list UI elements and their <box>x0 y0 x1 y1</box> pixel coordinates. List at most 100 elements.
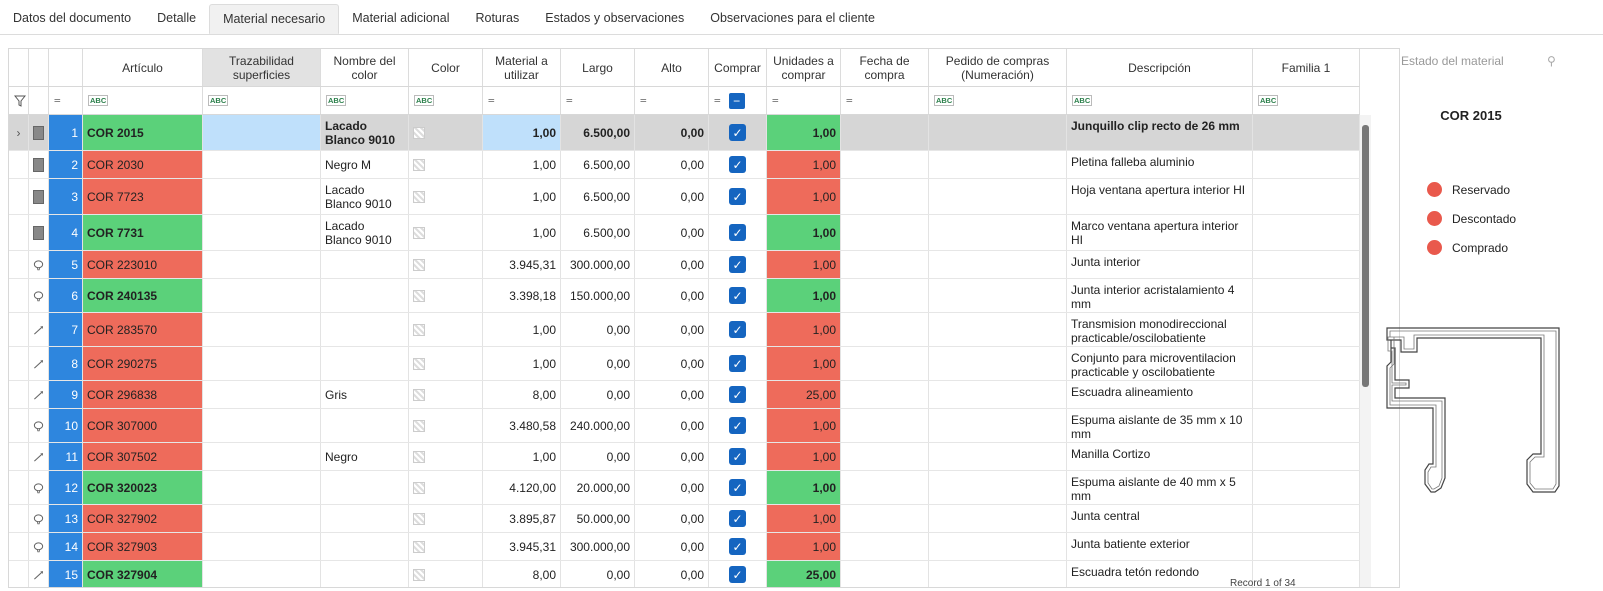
familia-cell[interactable] <box>1253 115 1360 150</box>
filter-fecha[interactable]: = <box>841 87 929 114</box>
filter-articulo[interactable]: ABC <box>83 87 203 114</box>
table-row[interactable]: 10 COR 307000 3.480,58 240.000,00 0,00 ✓ 1,00 E… <box>9 409 1360 443</box>
nombre-color-cell[interactable]: Negro <box>321 443 409 470</box>
articulo-cell[interactable]: COR 223010 <box>83 251 203 278</box>
comprar-checkbox[interactable]: ✓ <box>729 156 746 173</box>
pedido-cell[interactable] <box>929 561 1067 587</box>
filter-familia[interactable]: ABC <box>1253 87 1360 114</box>
chevron-right-icon[interactable]: › <box>16 125 21 140</box>
fecha-cell[interactable] <box>841 251 929 278</box>
header-articulo[interactable]: Artículo <box>83 49 203 86</box>
fecha-cell[interactable] <box>841 115 929 150</box>
table-row[interactable]: 14 COR 327903 3.945,31 300.000,00 0,00 ✓ 1,00 J… <box>9 533 1360 561</box>
unidades-cell[interactable]: 1,00 <box>767 151 841 178</box>
comprar-cell[interactable]: ✓ <box>709 471 767 504</box>
trazabilidad-cell[interactable] <box>203 279 321 312</box>
row-expander[interactable] <box>9 471 29 504</box>
familia-cell[interactable] <box>1253 313 1360 346</box>
filter-nombre-color[interactable]: ABC <box>321 87 409 114</box>
color-cell[interactable] <box>409 505 483 532</box>
unidades-cell[interactable]: 25,00 <box>767 561 841 587</box>
row-expander[interactable] <box>9 505 29 532</box>
trazabilidad-cell[interactable] <box>203 561 321 587</box>
header-alto[interactable]: Alto <box>635 49 709 86</box>
nombre-color-cell[interactable]: Lacado Blanco 9010 <box>321 215 409 250</box>
descripcion-cell[interactable]: Junta batiente exterior <box>1067 533 1253 560</box>
largo-cell[interactable]: 0,00 <box>561 381 635 408</box>
largo-cell[interactable]: 300.000,00 <box>561 533 635 560</box>
unidades-cell[interactable]: 1,00 <box>767 313 841 346</box>
comprar-cell[interactable]: ✓ <box>709 561 767 587</box>
filter-color[interactable]: ABC <box>409 87 483 114</box>
nombre-color-cell[interactable] <box>321 471 409 504</box>
comprar-cell[interactable]: ✓ <box>709 151 767 178</box>
alto-cell[interactable]: 0,00 <box>635 279 709 312</box>
material-cell[interactable]: 1,00 <box>483 215 561 250</box>
comprar-cell[interactable]: ✓ <box>709 179 767 214</box>
unidades-cell[interactable]: 1,00 <box>767 347 841 380</box>
filter-icon[interactable] <box>9 87 29 114</box>
pedido-cell[interactable] <box>929 151 1067 178</box>
nombre-color-cell[interactable] <box>321 347 409 380</box>
descripcion-cell[interactable]: Junta central <box>1067 505 1253 532</box>
table-row[interactable]: 15 COR 327904 8,00 0,00 0,00 ✓ 25,00 Escuadra t… <box>9 561 1360 587</box>
unidades-cell[interactable]: 1,00 <box>767 279 841 312</box>
row-expander[interactable] <box>9 561 29 587</box>
descripcion-cell[interactable]: Junta interior <box>1067 251 1253 278</box>
descripcion-cell[interactable]: Junquillo clip recto de 26 mm <box>1067 115 1253 150</box>
alto-cell[interactable]: 0,00 <box>635 443 709 470</box>
row-expander[interactable] <box>9 443 29 470</box>
material-cell[interactable]: 3.895,87 <box>483 505 561 532</box>
trazabilidad-cell[interactable] <box>203 443 321 470</box>
filter-material[interactable]: = <box>483 87 561 114</box>
fecha-cell[interactable] <box>841 471 929 504</box>
material-cell[interactable]: 3.945,31 <box>483 533 561 560</box>
comprar-checkbox[interactable]: ✓ <box>729 538 746 555</box>
familia-cell[interactable] <box>1253 381 1360 408</box>
color-cell[interactable] <box>409 561 483 587</box>
row-expander[interactable] <box>9 533 29 560</box>
pedido-cell[interactable] <box>929 313 1067 346</box>
familia-cell[interactable] <box>1253 151 1360 178</box>
scrollbar-thumb[interactable] <box>1362 125 1369 387</box>
articulo-cell[interactable]: COR 307000 <box>83 409 203 442</box>
trazabilidad-cell[interactable] <box>203 471 321 504</box>
unidades-cell[interactable]: 1,00 <box>767 409 841 442</box>
largo-cell[interactable]: 6.500,00 <box>561 115 635 150</box>
descripcion-cell[interactable]: Escuadra alineamiento <box>1067 381 1253 408</box>
largo-cell[interactable]: 50.000,00 <box>561 505 635 532</box>
comprar-checkbox[interactable]: ✓ <box>729 448 746 465</box>
comprar-cell[interactable]: ✓ <box>709 215 767 250</box>
comprar-cell[interactable]: ✓ <box>709 313 767 346</box>
alto-cell[interactable]: 0,00 <box>635 381 709 408</box>
fecha-cell[interactable] <box>841 215 929 250</box>
table-row[interactable]: 11 COR 307502 Negro 1,00 0,00 0,00 ✓ 1,00 Manill… <box>9 443 1360 471</box>
color-cell[interactable] <box>409 279 483 312</box>
filter-alto[interactable]: = <box>635 87 709 114</box>
trazabilidad-cell[interactable] <box>203 215 321 250</box>
header-color[interactable]: Color <box>409 49 483 86</box>
table-row[interactable]: 12 COR 320023 4.120,00 20.000,00 0,00 ✓ 1,00 Es… <box>9 471 1360 505</box>
comprar-checkbox[interactable]: ✓ <box>729 417 746 434</box>
descripcion-cell[interactable]: Pletina falleba aluminio <box>1067 151 1253 178</box>
pedido-cell[interactable] <box>929 471 1067 504</box>
trazabilidad-cell[interactable] <box>203 409 321 442</box>
pedido-cell[interactable] <box>929 409 1067 442</box>
comprar-checkbox[interactable]: ✓ <box>729 188 746 205</box>
comprar-checkbox[interactable]: ✓ <box>729 287 746 304</box>
unidades-cell[interactable]: 1,00 <box>767 115 841 150</box>
fecha-cell[interactable] <box>841 347 929 380</box>
nombre-color-cell[interactable] <box>321 505 409 532</box>
alto-cell[interactable]: 0,00 <box>635 215 709 250</box>
alto-cell[interactable]: 0,00 <box>635 179 709 214</box>
color-cell[interactable] <box>409 471 483 504</box>
material-cell[interactable]: 3.480,58 <box>483 409 561 442</box>
trazabilidad-cell[interactable] <box>203 505 321 532</box>
material-cell[interactable]: 1,00 <box>483 347 561 380</box>
row-expander[interactable] <box>9 381 29 408</box>
fecha-cell[interactable] <box>841 381 929 408</box>
color-cell[interactable] <box>409 251 483 278</box>
descripcion-cell[interactable]: Escuadra tetón redondo <box>1067 561 1253 587</box>
nombre-color-cell[interactable]: Lacado Blanco 9010 <box>321 115 409 150</box>
alto-cell[interactable]: 0,00 <box>635 347 709 380</box>
